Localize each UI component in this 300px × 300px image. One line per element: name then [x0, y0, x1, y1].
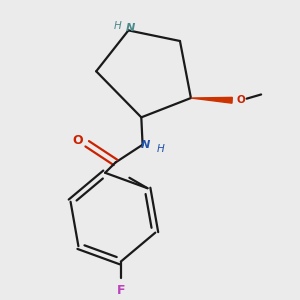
Text: O: O: [236, 94, 245, 105]
Text: O: O: [73, 134, 83, 147]
Text: H: H: [156, 144, 164, 154]
Text: F: F: [116, 284, 125, 297]
Text: N: N: [125, 23, 135, 33]
Text: N: N: [140, 140, 150, 150]
Polygon shape: [191, 98, 232, 103]
Text: H: H: [113, 20, 121, 31]
